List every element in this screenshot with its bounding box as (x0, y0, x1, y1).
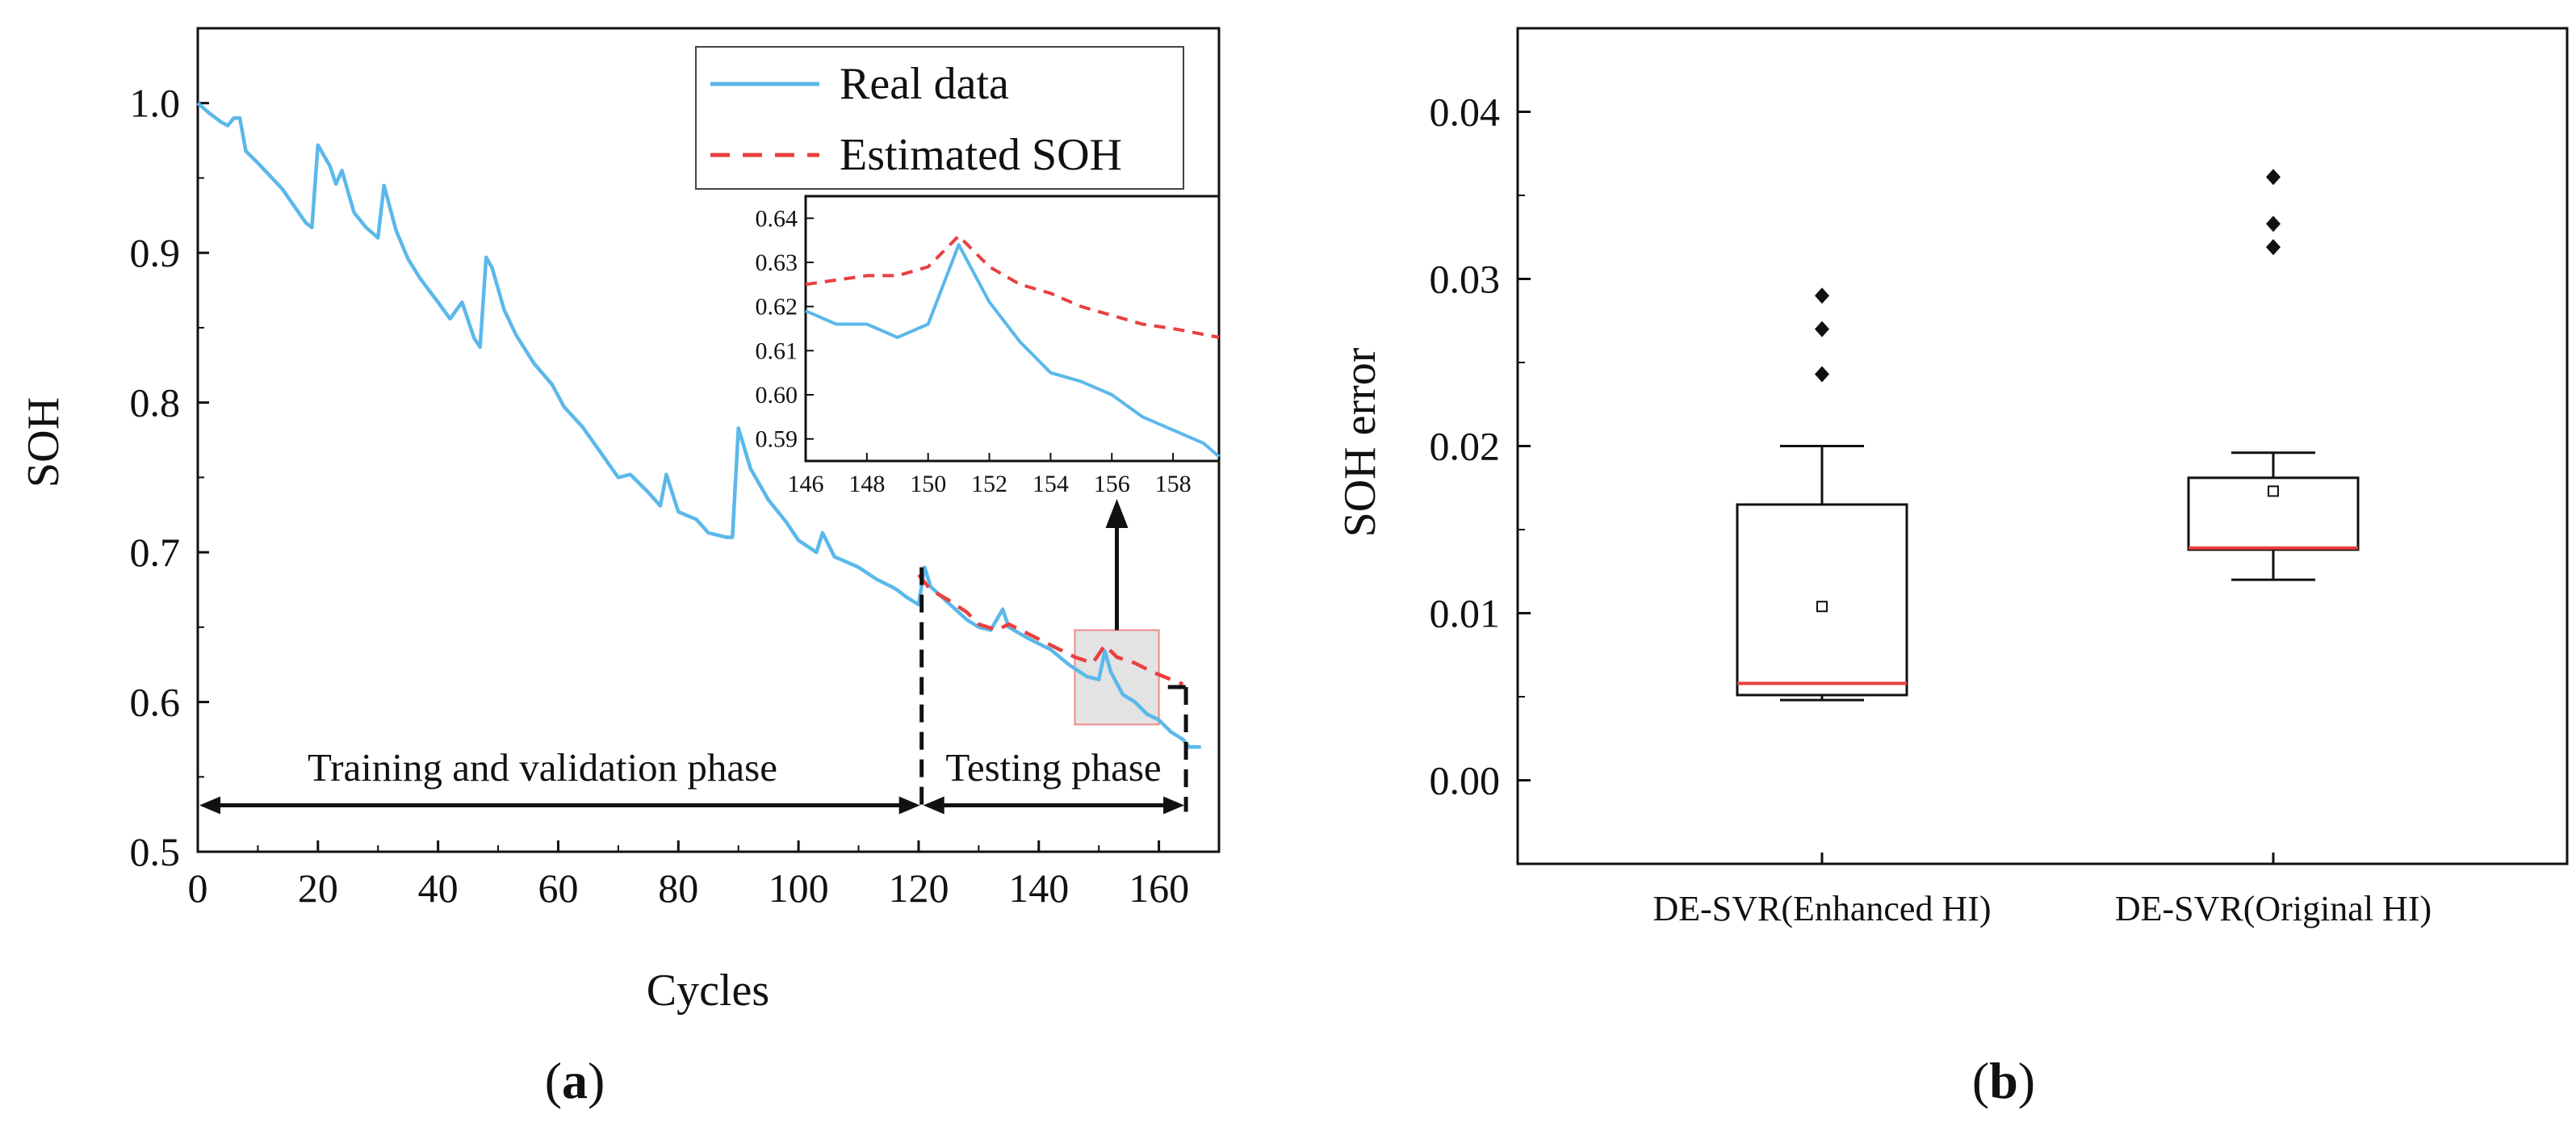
b-y-tick-label: 0.03 (1430, 257, 1501, 302)
x-tick-label: 120 (888, 865, 949, 911)
inset-x-tick-label: 156 (1094, 471, 1130, 497)
outlier-point (2266, 169, 2281, 186)
training-phase-label: Training and validation phase (308, 745, 777, 790)
x-tick-label: 80 (658, 865, 698, 911)
inset-x-tick-label: 152 (971, 471, 1007, 497)
inset-x-tick-label: 150 (910, 471, 946, 497)
testing-arrowhead-left (923, 796, 945, 815)
inset-series (805, 233, 1221, 459)
b-y-tick-label: 0.00 (1430, 758, 1501, 803)
b-x-tick-label: DE-SVR(Enhanced HI) (1652, 889, 1991, 928)
zoom-arrowhead (1105, 499, 1129, 528)
inset-x-tick-label: 154 (1032, 471, 1069, 497)
inset-estimated-soh-line (805, 233, 1220, 339)
panel-a-ticks (196, 102, 1161, 853)
y-tick-label: 0.5 (130, 829, 181, 874)
inset-frame (804, 195, 1221, 463)
panel-b-box-plot: 0.00 0.01 0.02 0.03 0.04 DE-SVR(Enhanced HI)… (1335, 27, 2569, 1109)
inset-x-tick-label: 146 (788, 471, 824, 497)
mean-marker (1816, 601, 1828, 613)
b-y-tick-label: 0.01 (1430, 591, 1501, 636)
panel-b-y-tick-labels: 0.00 0.01 0.02 0.03 0.04 (1430, 90, 1501, 803)
panel-a-x-tick-labels: 0 20 40 60 80 100 120 140 160 (188, 865, 1190, 911)
inset-y-tick-label: 0.63 (756, 249, 798, 276)
y-tick-label: 0.8 (130, 380, 181, 425)
testing-phase-label: Testing phase (945, 745, 1161, 790)
outlier-point (1815, 321, 1829, 337)
panel-b-caption: (b) (1972, 1052, 2035, 1109)
b-y-tick-label: 0.04 (1430, 90, 1501, 135)
box-1 (1736, 287, 1908, 702)
panel-b-y-axis-label: SOH error (1335, 347, 1385, 537)
outlier-point (1815, 366, 1829, 383)
inset-x-tick-label: 158 (1155, 471, 1192, 497)
panel-a-x-axis-label: Cycles (647, 966, 769, 1016)
iqr-box (1736, 503, 1908, 697)
panel-a-caption: (a) (545, 1052, 605, 1109)
mean-marker (2268, 485, 2279, 497)
panel-a-series (196, 102, 1201, 749)
panel-b-x-tick-labels: DE-SVR(Enhanced HI) DE-SVR(Original HI) (1652, 889, 2431, 928)
testing-arrowhead-right (1163, 796, 1185, 815)
inset-ticks (805, 217, 1175, 461)
panel-a-y-axis-label: SOH (19, 397, 69, 488)
inset-y-tick-label: 0.59 (756, 426, 798, 453)
inset-x-tick-label: 148 (848, 471, 885, 497)
training-arrowhead-left (199, 796, 220, 815)
x-tick-label: 0 (188, 865, 208, 911)
legend-label-real: Real data (840, 59, 1009, 109)
inset-x-tick-labels: 146 148 150 152 154 156 158 (788, 471, 1192, 497)
estimated-soh-line (917, 573, 1184, 686)
panel-b-boxes (1736, 169, 2360, 702)
inset-y-tick-label: 0.61 (756, 337, 798, 364)
x-tick-label: 160 (1129, 865, 1189, 911)
legend-label-estimated: Estimated SOH (840, 130, 1122, 180)
box-2 (2187, 169, 2360, 581)
b-y-tick-label: 0.02 (1430, 424, 1501, 469)
y-tick-label: 0.7 (130, 530, 181, 575)
panel-b-ticks (1518, 111, 2275, 864)
outlier-point (2266, 239, 2281, 256)
x-tick-label: 40 (418, 865, 459, 911)
y-tick-label: 1.0 (130, 81, 181, 126)
x-tick-label: 60 (538, 865, 578, 911)
inset-y-tick-label: 0.64 (756, 205, 798, 232)
inset-y-tick-labels: 0.59 0.60 0.61 0.62 0.63 0.64 (756, 205, 798, 452)
y-tick-label: 0.9 (130, 230, 181, 275)
phase-markers: Training and validation phase Testing ph… (199, 567, 1188, 815)
inset-chart: 146 148 150 152 154 156 158 0.590.600.610.620.… (756, 195, 1221, 497)
x-tick-label: 100 (769, 865, 829, 911)
y-tick-label: 0.6 (130, 680, 181, 725)
panel-a-soh-chart: 0 20 40 60 80 100 120 140 160 0.5 0.6 0.7 0.8 0.9 1.0… (19, 27, 1221, 1109)
outlier-point (1815, 287, 1829, 304)
inset-y-tick-label: 0.60 (756, 382, 798, 409)
inset-real-data-line (805, 243, 1221, 459)
panel-b-plot-frame (1516, 27, 2569, 865)
legend: Real data Estimated SOH (695, 46, 1184, 190)
panel-a-y-tick-labels: 0.5 0.6 0.7 0.8 0.9 1.0 (130, 81, 181, 874)
real-data-line (196, 102, 1201, 749)
b-x-tick-label: DE-SVR(Original HI) (2115, 889, 2431, 928)
legend-frame (695, 46, 1184, 190)
x-tick-label: 140 (1008, 865, 1069, 911)
training-arrowhead-right (898, 796, 920, 815)
inset-y-tick-label: 0.62 (756, 294, 798, 321)
x-tick-label: 20 (298, 865, 338, 911)
outlier-point (2266, 216, 2281, 233)
